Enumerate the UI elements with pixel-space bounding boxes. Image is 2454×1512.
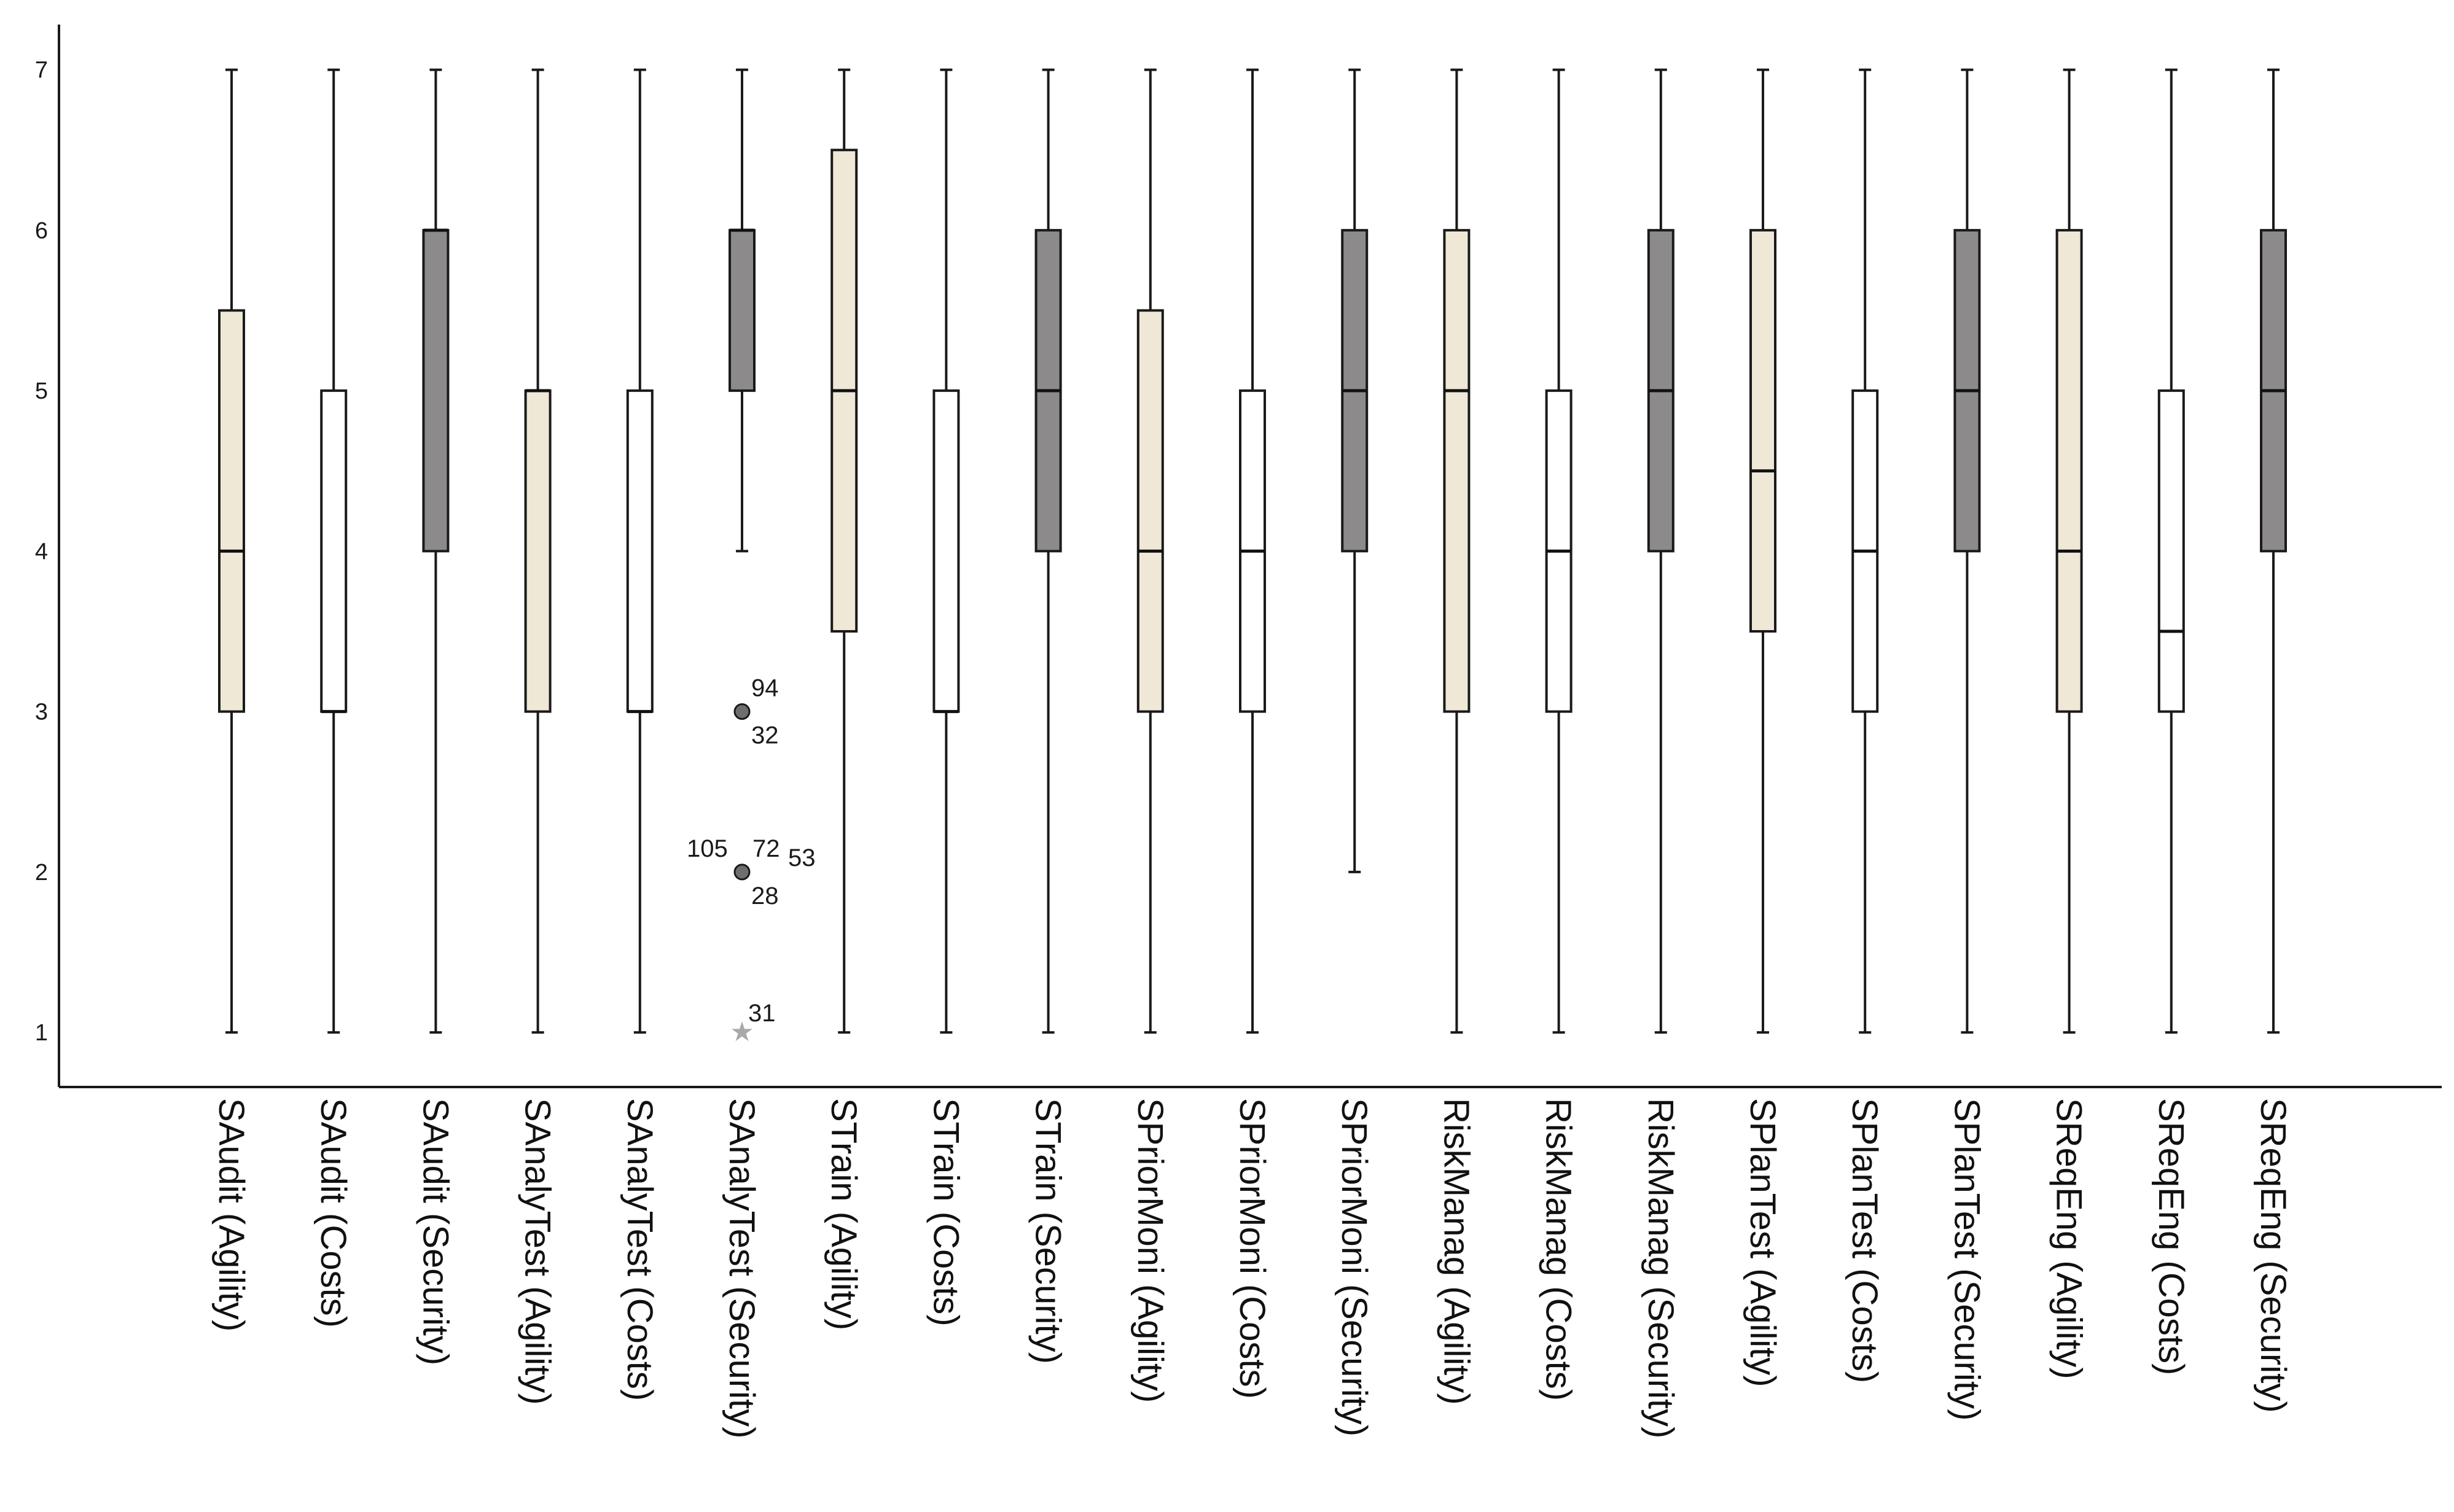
iqr-box bbox=[320, 389, 348, 713]
outlier-label: 53 bbox=[788, 844, 816, 871]
x-tick-label: SAudit (Agility) bbox=[211, 1098, 251, 1331]
box-group bbox=[1545, 68, 1573, 1034]
x-tick-label: SReqEng (Security) bbox=[2253, 1098, 2293, 1413]
box-group bbox=[1443, 68, 1471, 1034]
x-tick-label: RiskManag (Costs) bbox=[1539, 1098, 1579, 1401]
box-group bbox=[1851, 68, 1879, 1034]
iqr-box bbox=[729, 228, 756, 392]
outlier-label: 31 bbox=[748, 1000, 776, 1027]
box-group bbox=[2157, 68, 2185, 1034]
box-group bbox=[1647, 68, 1674, 1034]
iqr-box bbox=[932, 389, 960, 713]
x-tick-label: STrain (Agility) bbox=[824, 1098, 864, 1330]
iqr-box bbox=[1443, 228, 1471, 713]
iqr-box bbox=[2157, 389, 2185, 713]
box-group bbox=[1341, 68, 1369, 873]
outlier-group: ★31 bbox=[730, 1000, 775, 1047]
box-group bbox=[830, 68, 858, 1034]
iqr-box bbox=[422, 228, 450, 553]
box-group bbox=[1034, 68, 1062, 1034]
y-tick-label: 4 bbox=[35, 539, 48, 564]
box-group bbox=[1953, 68, 1981, 1034]
x-tick-label: SPlanTest (Security) bbox=[1947, 1098, 1987, 1420]
y-tick-label: 2 bbox=[35, 860, 48, 886]
outlier-group: 105 72 53 28 bbox=[687, 835, 816, 910]
iqr-box bbox=[626, 389, 654, 713]
x-tick-label: SAnalyTest (Costs) bbox=[620, 1098, 660, 1401]
x-tick-label: RiskManag (Agility) bbox=[1436, 1098, 1476, 1405]
box-group bbox=[2260, 68, 2287, 1034]
x-tick-label: RiskManag (Security) bbox=[1641, 1098, 1681, 1438]
box-group bbox=[1136, 68, 1164, 1034]
x-tick-label: SAnalyTest (Agility) bbox=[518, 1098, 558, 1405]
outlier-label: 105 bbox=[687, 835, 728, 862]
x-tick-label: SPlanTest (Costs) bbox=[1845, 1098, 1885, 1383]
box-group bbox=[2055, 68, 2083, 1034]
box-group bbox=[729, 68, 756, 553]
outlier-label: 94 bbox=[751, 675, 779, 702]
outliers: 94 32 105 72 53 28 ★31 bbox=[687, 675, 816, 1048]
x-tick-label: SPriorMoni (Costs) bbox=[1232, 1098, 1272, 1399]
y-tick-label: 7 bbox=[35, 58, 48, 84]
extreme-outlier-star: ★ bbox=[730, 1017, 754, 1047]
box-group bbox=[1749, 68, 1776, 1034]
axes: 1 2 3 4 5 6 7 bbox=[35, 25, 2442, 1088]
y-tick-label: 3 bbox=[35, 699, 48, 725]
x-tick-label: SReqEng (Agility) bbox=[2049, 1098, 2089, 1379]
box-group bbox=[218, 68, 245, 1034]
box-group bbox=[422, 68, 450, 1034]
x-tick-label: STrain (Security) bbox=[1028, 1098, 1068, 1364]
x-tick-label: SAudit (Costs) bbox=[313, 1098, 353, 1328]
outlier-point bbox=[733, 703, 751, 720]
iqr-box bbox=[218, 309, 245, 713]
x-tick-label: SPriorMoni (Agility) bbox=[1130, 1098, 1170, 1403]
x-tick-label: SPriorMoni (Security) bbox=[1334, 1098, 1374, 1436]
outlier-label: 28 bbox=[751, 883, 779, 910]
iqr-box bbox=[1136, 309, 1164, 713]
x-tick-labels: SAudit (Agility) SAudit (Costs) SAudit (Se… bbox=[211, 1098, 2293, 1438]
box-group bbox=[320, 68, 348, 1034]
outlier-label: 32 bbox=[751, 722, 779, 749]
y-tick-label: 6 bbox=[35, 218, 48, 244]
outlier-point bbox=[733, 863, 751, 881]
box-group bbox=[626, 68, 654, 1034]
iqr-box bbox=[524, 389, 552, 713]
x-tick-label: SAnalyTest (Security) bbox=[722, 1098, 762, 1438]
x-tick-label: STrain (Costs) bbox=[926, 1098, 966, 1327]
y-tick-label: 1 bbox=[35, 1020, 48, 1046]
x-tick-label: SAudit (Security) bbox=[415, 1098, 455, 1365]
box-group bbox=[524, 68, 552, 1034]
outlier-label: 72 bbox=[752, 835, 780, 862]
box-group bbox=[1239, 68, 1266, 1034]
iqr-box bbox=[1749, 228, 1776, 633]
boxes bbox=[218, 68, 2287, 1034]
x-tick-label: SReqEng (Costs) bbox=[2151, 1098, 2191, 1375]
box-group bbox=[932, 68, 960, 1034]
x-tick-label: SPlanTest (Agility) bbox=[1743, 1098, 1783, 1387]
y-tick-label: 5 bbox=[35, 378, 48, 404]
iqr-box bbox=[2055, 228, 2083, 713]
outlier-group: 94 32 bbox=[733, 675, 779, 749]
